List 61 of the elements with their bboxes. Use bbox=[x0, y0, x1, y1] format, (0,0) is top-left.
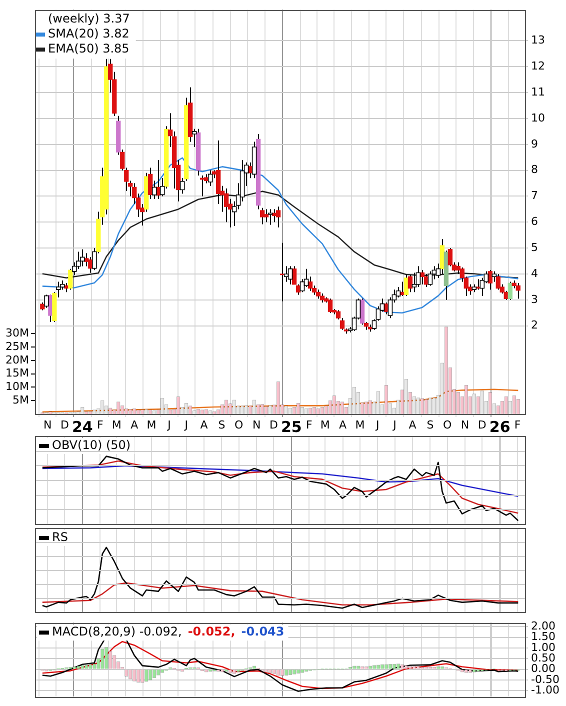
y2-tick-label: 25M bbox=[6, 340, 29, 353]
x-tick-label: F bbox=[306, 418, 312, 432]
x-tick-label: A bbox=[200, 418, 208, 432]
x-tick-label: S bbox=[426, 418, 434, 432]
x-tick-label: O bbox=[234, 418, 244, 432]
x-tick-label: J bbox=[392, 418, 396, 432]
y-tick-label: -1.00 bbox=[531, 684, 560, 696]
x-tick-label: M bbox=[320, 418, 330, 432]
x-tick-label: 25 bbox=[280, 418, 302, 436]
x-tick-label: J bbox=[184, 418, 188, 432]
x-tick-label: J bbox=[166, 418, 171, 432]
x-tick-label: N bbox=[460, 418, 470, 432]
x-tick-label: N bbox=[252, 418, 261, 432]
y-tick-label: 7 bbox=[531, 189, 538, 202]
chart-title: (weekly) 3.37 bbox=[48, 12, 130, 26]
y2-tick-label: 15M bbox=[6, 366, 29, 380]
x-tick-label: A bbox=[130, 418, 139, 432]
x-tick-label: D bbox=[269, 418, 278, 432]
y-tick-label: 2 bbox=[531, 318, 538, 332]
y-tick-label: 3 bbox=[531, 292, 538, 306]
y-tick-label: 1.00 bbox=[531, 640, 556, 654]
x-tick-label: M bbox=[112, 418, 122, 432]
x-tick-label: F bbox=[96, 418, 104, 432]
x-tick-label: J bbox=[375, 418, 380, 432]
y2-tick-label: 30M bbox=[6, 326, 29, 340]
x-tick-label: 24 bbox=[72, 418, 93, 436]
series-label: -0.052, bbox=[188, 624, 236, 639]
x-tick-label: 26 bbox=[489, 418, 510, 436]
x-tick-label: M bbox=[146, 418, 156, 432]
x-tick-label: F bbox=[514, 418, 521, 432]
y-tick-label: 12 bbox=[531, 59, 545, 72]
x-tick-label: N bbox=[43, 418, 52, 432]
x-tick-label: D bbox=[60, 418, 69, 432]
legend-label: OBV(10) (50) bbox=[52, 438, 131, 452]
x-tick-label: A bbox=[339, 418, 348, 432]
legend-label: EMA(50) 3.85 bbox=[48, 42, 130, 56]
y-tick-label: 10 bbox=[531, 111, 545, 124]
x-tick-label: A bbox=[408, 418, 417, 432]
y-tick-label: 2.00 bbox=[531, 620, 556, 633]
legend-label: RS bbox=[52, 530, 68, 544]
y-tick-label: 4 bbox=[531, 266, 538, 280]
y-tick-label: 11 bbox=[531, 85, 545, 98]
y-tick-label: 0.50 bbox=[531, 652, 556, 665]
y-tick-label: 6 bbox=[531, 215, 538, 228]
y-tick-label: 8 bbox=[531, 163, 538, 176]
y-tick-label: 5 bbox=[531, 240, 538, 254]
y2-tick-label: 5M bbox=[12, 393, 29, 406]
y2-tick-label: 20M bbox=[6, 353, 29, 366]
x-tick-label: O bbox=[442, 418, 452, 432]
x-tick-label: S bbox=[218, 418, 226, 432]
legend-label: MACD(8,20,9) -0.092, bbox=[52, 624, 182, 639]
y-tick-label: 13 bbox=[531, 34, 545, 47]
y-tick-label: 0.00 bbox=[531, 662, 556, 676]
x-tick-label: D bbox=[478, 418, 486, 432]
y-tick-label: 1.50 bbox=[531, 630, 556, 644]
x-tick-label: M bbox=[355, 418, 365, 432]
annotation: -0.043 bbox=[241, 624, 284, 639]
legend-label: SMA(20) 3.82 bbox=[48, 26, 130, 41]
y2-tick-label: 10M bbox=[6, 380, 29, 394]
y-tick-label: -0.50 bbox=[531, 672, 560, 686]
y-tick-label: 9 bbox=[531, 137, 538, 150]
